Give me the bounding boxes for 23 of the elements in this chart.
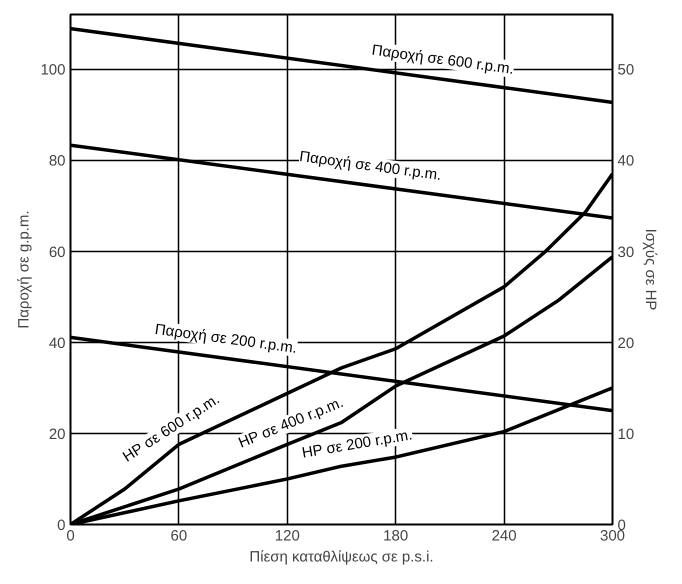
- x-tick-label: 180: [383, 528, 408, 544]
- y2-tick-label: 10: [618, 426, 634, 443]
- y2-tick-label: 20: [618, 334, 634, 352]
- x-axis-title: Πίεση καταθλίψεως σε p.s.i.: [249, 548, 434, 566]
- y2-tick-label: 50: [618, 62, 634, 79]
- text: Παροχή σε 600 r.p.m.: [370, 42, 515, 78]
- y-tick-label: 60: [48, 244, 66, 261]
- y2-axis-title: Ισχύς σε HP: [642, 228, 660, 310]
- y-tick-label: 100: [40, 62, 66, 79]
- y-tick-label: 40: [48, 334, 66, 352]
- text: HP σε 600 r.p.m.: [120, 390, 223, 466]
- y-axis-title: Παροχή σε g.p.m.: [15, 210, 32, 329]
- y-tick-label: 0: [57, 517, 66, 534]
- x-tick-label: 60: [170, 528, 188, 544]
- text: Παροχή σε 400 r.p.m.: [298, 148, 442, 184]
- y2-tick-label: 40: [618, 152, 634, 170]
- x-tick-label: 240: [492, 528, 517, 544]
- text: Παροχή σε 200 r.p.m.: [154, 320, 298, 357]
- y2-tick-label: 30: [618, 244, 634, 261]
- x-tick-label: 120: [274, 528, 300, 544]
- text: HP σε 200 r.p.m.: [300, 426, 414, 462]
- y-tick-label: 80: [48, 152, 66, 170]
- y-tick-label: 20: [48, 426, 66, 443]
